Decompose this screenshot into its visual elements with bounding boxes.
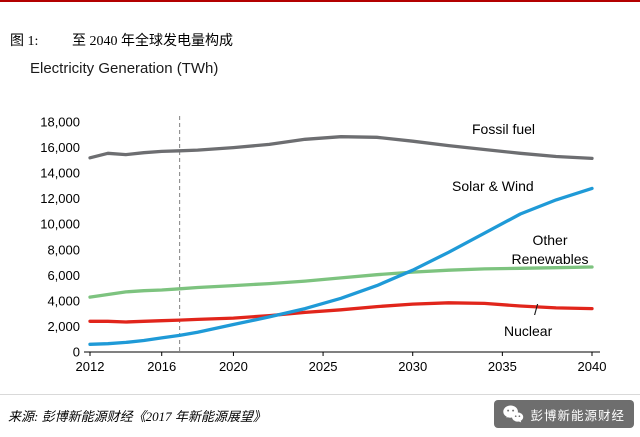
y-tick-label: 10,000 — [40, 217, 80, 232]
series-label-nuclear: Nuclear — [504, 323, 553, 339]
series-label-other-renewables: Other Renewables — [494, 231, 606, 269]
y-tick-label: 2,000 — [47, 319, 80, 334]
y-tick-label: 14,000 — [40, 166, 80, 181]
nuclear-leader-mark: / — [534, 302, 539, 319]
series-line-fossil-fuel — [88, 135, 594, 161]
series-line-solar-wind — [88, 186, 594, 346]
figure-number: 图 1: — [10, 34, 39, 49]
x-tick-label: 2025 — [309, 359, 338, 374]
footer-divider — [0, 394, 640, 395]
source-note: 来源: 彭博新能源财经《2017 年新能源展望》 — [8, 409, 266, 424]
x-tick-label: 2016 — [147, 359, 176, 374]
y-tick-label: 0 — [73, 345, 80, 360]
series-label-other-line1: Other — [532, 232, 568, 248]
series-label-solar-wind: Solar & Wind — [452, 178, 534, 194]
brand-text: 彭博新能源财经 — [530, 408, 625, 423]
x-tick-label: 2035 — [488, 359, 517, 374]
figure-title: 至 2040 年全球发电量构成 — [72, 34, 233, 49]
y-tick-label: 4,000 — [47, 293, 80, 308]
series-label-fossil-fuel: Fossil fuel — [472, 121, 536, 137]
x-tick-label: 2020 — [219, 359, 248, 374]
x-tick-label: 2012 — [76, 359, 105, 374]
wechat-icon — [503, 405, 524, 423]
x-tick-label: 2030 — [398, 359, 427, 374]
chart-title: Electricity Generation (TWh) — [30, 60, 219, 77]
y-tick-label: 6,000 — [47, 268, 80, 283]
series-line-other-renewables — [88, 265, 594, 299]
y-tick-label: 12,000 — [40, 191, 80, 206]
y-tick-label: 8,000 — [47, 242, 80, 257]
figure-caption: 图 1: 至 2040 年全球发电量构成 — [10, 30, 233, 50]
series-label-other-line2: Renewables — [511, 251, 589, 267]
brand-badge: 彭博新能源财经 — [494, 400, 634, 428]
top-red-rule — [0, 0, 640, 2]
y-tick-label: 18,000 — [40, 115, 80, 130]
x-tick-label: 2040 — [578, 359, 607, 374]
series-line-nuclear — [88, 301, 594, 324]
y-tick-label: 16,000 — [40, 140, 80, 155]
